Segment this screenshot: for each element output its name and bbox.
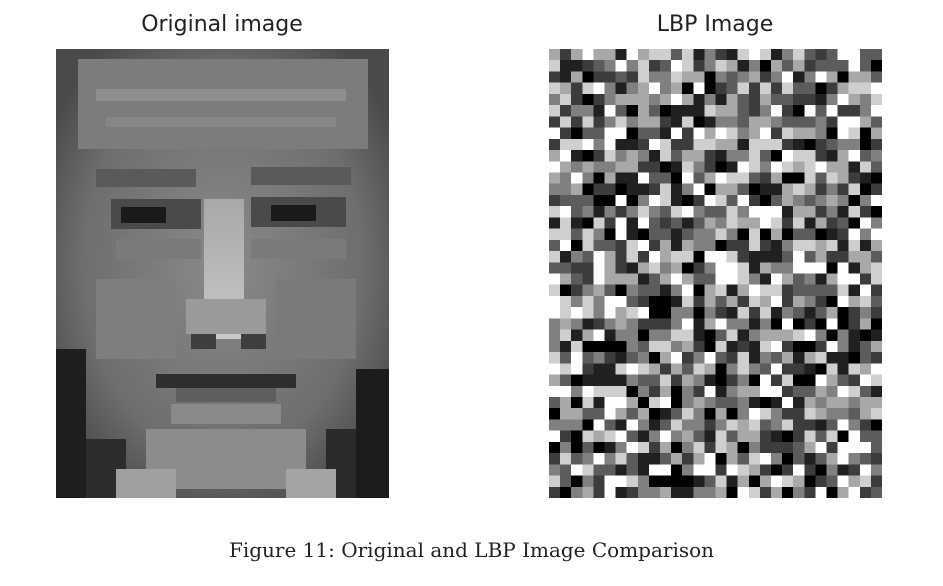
- lbp-texture-image: [549, 49, 882, 498]
- original-image-title: Original image: [141, 12, 303, 37]
- face-photo: [56, 49, 389, 498]
- figure-caption: Figure 11: Original and LBP Image Compar…: [228, 538, 715, 562]
- lbp-image-title: LBP Image: [656, 12, 774, 37]
- original-face-image: [56, 49, 389, 498]
